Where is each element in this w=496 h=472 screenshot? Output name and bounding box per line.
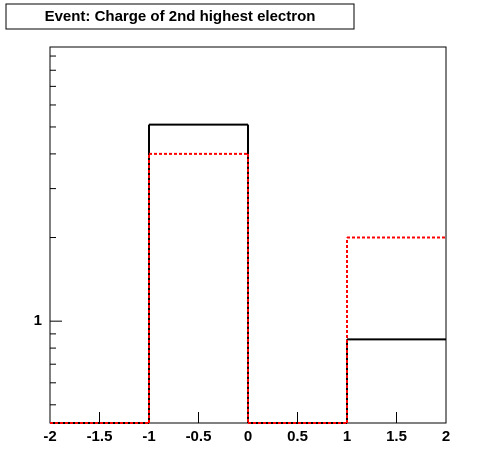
x-tick-label: 1.5 <box>386 428 407 445</box>
chart-title: Event: Charge of 2nd highest electron <box>45 8 316 25</box>
x-tick-label: 0.5 <box>287 428 308 445</box>
x-tick-label: -1 <box>142 428 155 445</box>
x-tick-label: 2 <box>442 428 450 445</box>
y-tick-label: 1 <box>34 312 42 329</box>
x-tick-label: -0.5 <box>186 428 212 445</box>
x-tick-label: 0 <box>244 428 252 445</box>
x-tick-label: -2 <box>43 428 56 445</box>
title-box <box>5 3 355 30</box>
x-tick-label: -1.5 <box>87 428 113 445</box>
x-tick-label: 1 <box>343 428 351 445</box>
